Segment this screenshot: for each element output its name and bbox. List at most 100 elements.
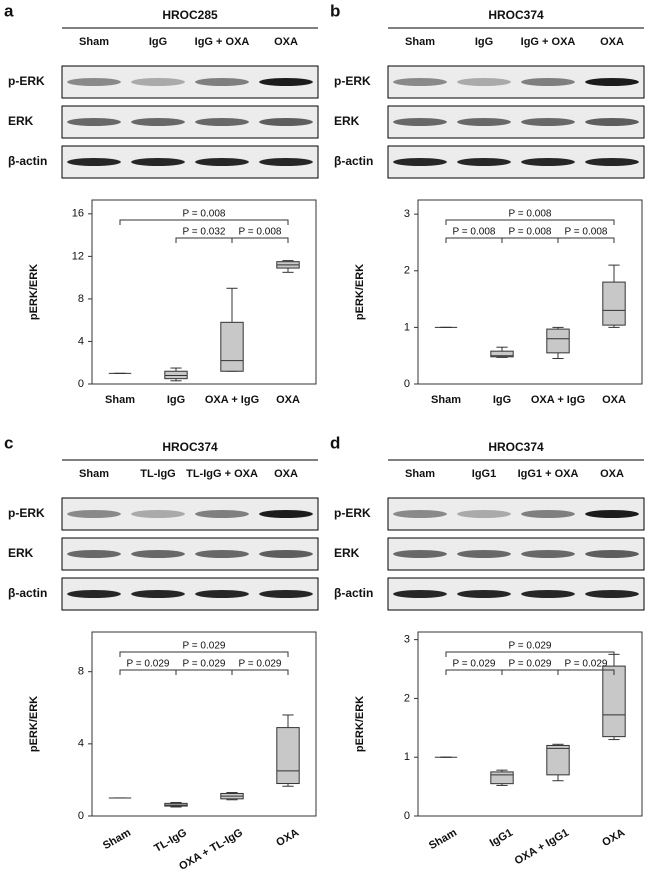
lane-label: OXA [274, 468, 298, 480]
blot-row-label: β-actin [334, 154, 373, 168]
y-tick-label: 3 [404, 208, 410, 220]
band [457, 78, 511, 86]
y-axis-label: pERK/ERK [354, 696, 366, 752]
y-tick-label: 1 [404, 321, 410, 333]
lane-label: Sham [79, 468, 109, 480]
band [259, 118, 313, 126]
band [131, 158, 185, 166]
box [164, 370, 188, 380]
band [457, 510, 511, 518]
band [585, 118, 639, 126]
p-value: P = 0.008 [509, 209, 552, 220]
panel-label: c [4, 433, 13, 452]
p-value: P = 0.029 [183, 641, 226, 652]
box [490, 771, 514, 785]
lane-label: IgG [149, 36, 167, 48]
band [131, 78, 185, 86]
lane-label: IgG1 + OXA [518, 468, 579, 480]
band [259, 550, 313, 558]
y-tick-label: 4 [78, 738, 84, 750]
p-value: P = 0.029 [127, 659, 170, 670]
band [457, 590, 511, 598]
lane-label: OXA [600, 468, 624, 480]
blot-title: HROC374 [162, 440, 218, 454]
p-value: P = 0.008 [239, 227, 282, 238]
plot-frame [91, 199, 317, 385]
plot-frame [417, 631, 643, 817]
band [521, 550, 575, 558]
y-tick-label: 4 [78, 335, 84, 347]
band [457, 550, 511, 558]
band [195, 510, 249, 518]
plot-frame [91, 631, 317, 817]
p-value: P = 0.008 [565, 227, 608, 238]
comparison-bracket [175, 669, 233, 675]
band [585, 78, 639, 86]
y-tick-label: 8 [78, 666, 84, 678]
blot-row-label: ERK [8, 546, 34, 560]
blot-row-label: ERK [8, 114, 34, 128]
box [490, 350, 514, 358]
band [67, 118, 121, 126]
y-axis-label: pERK/ERK [28, 696, 40, 752]
band [393, 118, 447, 126]
blot-row-label: ERK [334, 546, 360, 560]
band [67, 78, 121, 86]
comparison-bracket [445, 237, 503, 243]
y-tick-label: 0 [78, 810, 84, 822]
box [276, 727, 300, 785]
y-tick-label: 16 [72, 208, 84, 220]
y-tick-label: 12 [72, 250, 84, 262]
band [393, 158, 447, 166]
y-tick-label: 2 [404, 692, 410, 704]
panel-label: d [330, 433, 340, 452]
band [393, 78, 447, 86]
band [259, 78, 313, 86]
comparison-bracket [445, 651, 615, 657]
band [259, 158, 313, 166]
x-tick-label: TL-IgG [152, 827, 189, 855]
p-value: P = 0.029 [509, 659, 552, 670]
p-value: P = 0.029 [183, 659, 226, 670]
band [585, 590, 639, 598]
band [195, 118, 249, 126]
blot-row-label: ERK [334, 114, 360, 128]
comparison-bracket [119, 651, 289, 657]
x-tick-label: OXA [276, 394, 300, 406]
lane-label: Sham [405, 36, 435, 48]
band [521, 78, 575, 86]
band [393, 550, 447, 558]
y-axis-label: pERK/ERK [28, 264, 40, 320]
blot-row-label: β-actin [8, 154, 47, 168]
band [457, 118, 511, 126]
x-tick-label: Sham [105, 394, 135, 406]
band [585, 550, 639, 558]
p-value: P = 0.029 [509, 641, 552, 652]
band [195, 78, 249, 86]
band [585, 158, 639, 166]
y-tick-label: 1 [404, 751, 410, 763]
blot-title: HROC374 [488, 8, 544, 22]
x-tick-label: IgG1 [488, 827, 515, 850]
y-tick-label: 0 [404, 378, 410, 390]
y-tick-label: 0 [404, 810, 410, 822]
panel-label: b [330, 1, 340, 20]
band [195, 590, 249, 598]
blot-row-label: p-ERK [8, 74, 45, 88]
comparison-bracket [231, 669, 289, 675]
blot-row-label: p-ERK [334, 506, 371, 520]
y-tick-label: 2 [404, 265, 410, 277]
x-tick-label: OXA [602, 394, 626, 406]
band [457, 158, 511, 166]
lane-label: IgG + OXA [195, 36, 250, 48]
lane-label: TL-IgG + OXA [186, 468, 258, 480]
band [521, 510, 575, 518]
blot-row-label: p-ERK [334, 74, 371, 88]
p-value: P = 0.029 [565, 659, 608, 670]
band [67, 158, 121, 166]
band [521, 590, 575, 598]
p-value: P = 0.029 [453, 659, 496, 670]
band [585, 510, 639, 518]
blot-title: HROC285 [162, 8, 218, 22]
